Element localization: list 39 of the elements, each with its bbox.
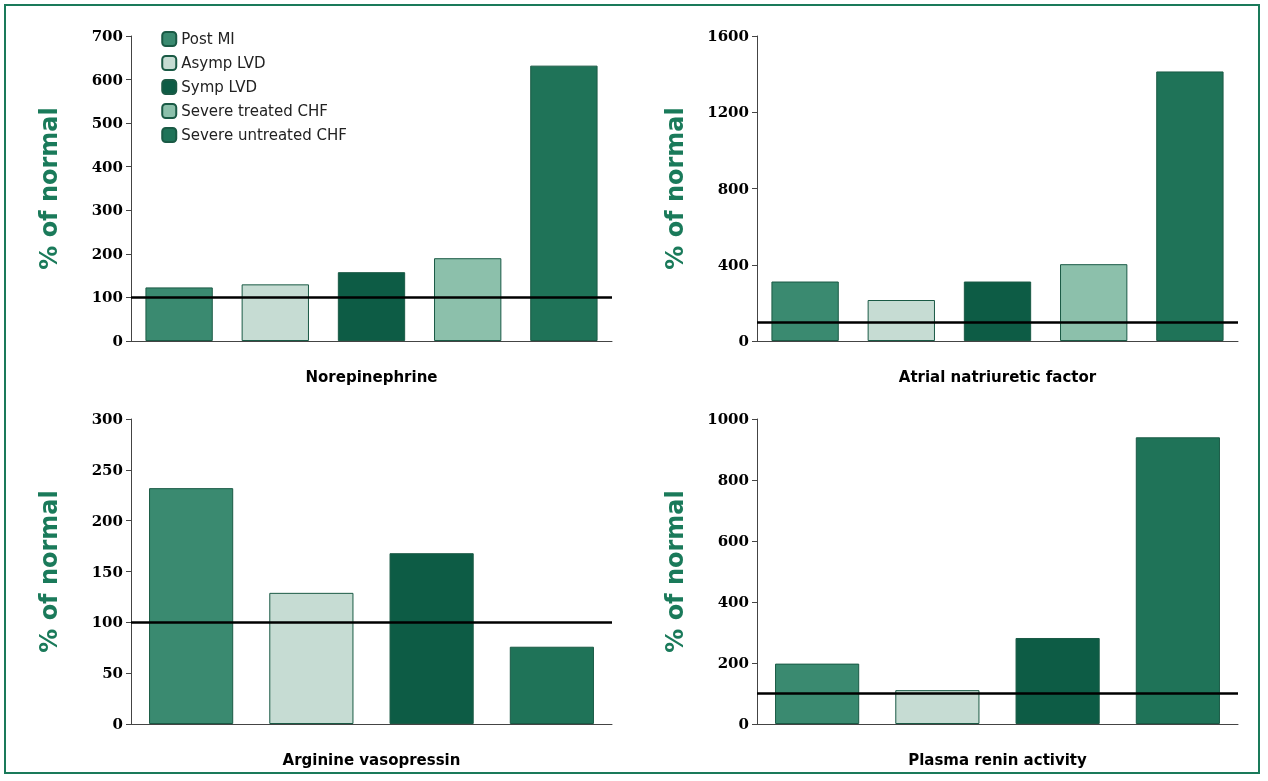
- y-tick-label: 400: [717, 255, 749, 274]
- y-tick-label: 200: [91, 244, 123, 263]
- y-tick-label: 200: [91, 511, 123, 530]
- y-tick-label: 1000: [707, 410, 749, 428]
- y-tick-label: 400: [717, 593, 749, 611]
- y-tick-label: 700: [91, 27, 123, 45]
- y-tick-label: 600: [91, 70, 123, 89]
- x-axis-title: Norepinephrine: [305, 367, 438, 386]
- y-tick-label: 600: [717, 532, 749, 550]
- y-tick-label: 1600: [707, 27, 749, 45]
- y-tick-label: 800: [717, 471, 749, 489]
- y-tick-label: 200: [717, 654, 749, 672]
- y-tick-label: 0: [738, 332, 749, 350]
- y-tick-label: 50: [102, 664, 123, 683]
- y-tick-label: 300: [91, 201, 123, 220]
- y-tick-label: 250: [91, 460, 123, 479]
- legend-label: Severe untreated CHF: [181, 126, 347, 144]
- y-axis-title: % of normal: [661, 107, 689, 270]
- y-tick-label: 800: [717, 179, 749, 198]
- y-tick-label: 0: [112, 332, 123, 350]
- legend-label: Severe treated CHF: [181, 102, 328, 120]
- y-tick-label: 100: [91, 613, 123, 632]
- legend-label: Symp LVD: [181, 78, 258, 96]
- y-tick-label: 400: [91, 157, 123, 176]
- y-axis-title: % of normal: [35, 490, 63, 653]
- y-tick-label: 0: [112, 715, 123, 733]
- legend-label: Post MI: [181, 30, 235, 48]
- y-axis-title: % of normal: [35, 107, 63, 270]
- y-axis-title: % of normal: [661, 490, 689, 653]
- y-tick-label: 1200: [707, 103, 749, 122]
- x-axis-title: Atrial natriuretic factor: [898, 367, 1097, 386]
- y-tick-label: 300: [91, 410, 123, 428]
- legend-label: Asymp LVD: [181, 54, 266, 72]
- y-tick-label: 0: [738, 715, 749, 733]
- x-axis-title: Plasma renin activity: [908, 750, 1088, 769]
- y-tick-label: 150: [91, 562, 123, 581]
- y-tick-label: 500: [91, 114, 123, 133]
- x-axis-title: Arginine vasopressin: [282, 750, 461, 769]
- y-tick-label: 100: [91, 288, 123, 307]
